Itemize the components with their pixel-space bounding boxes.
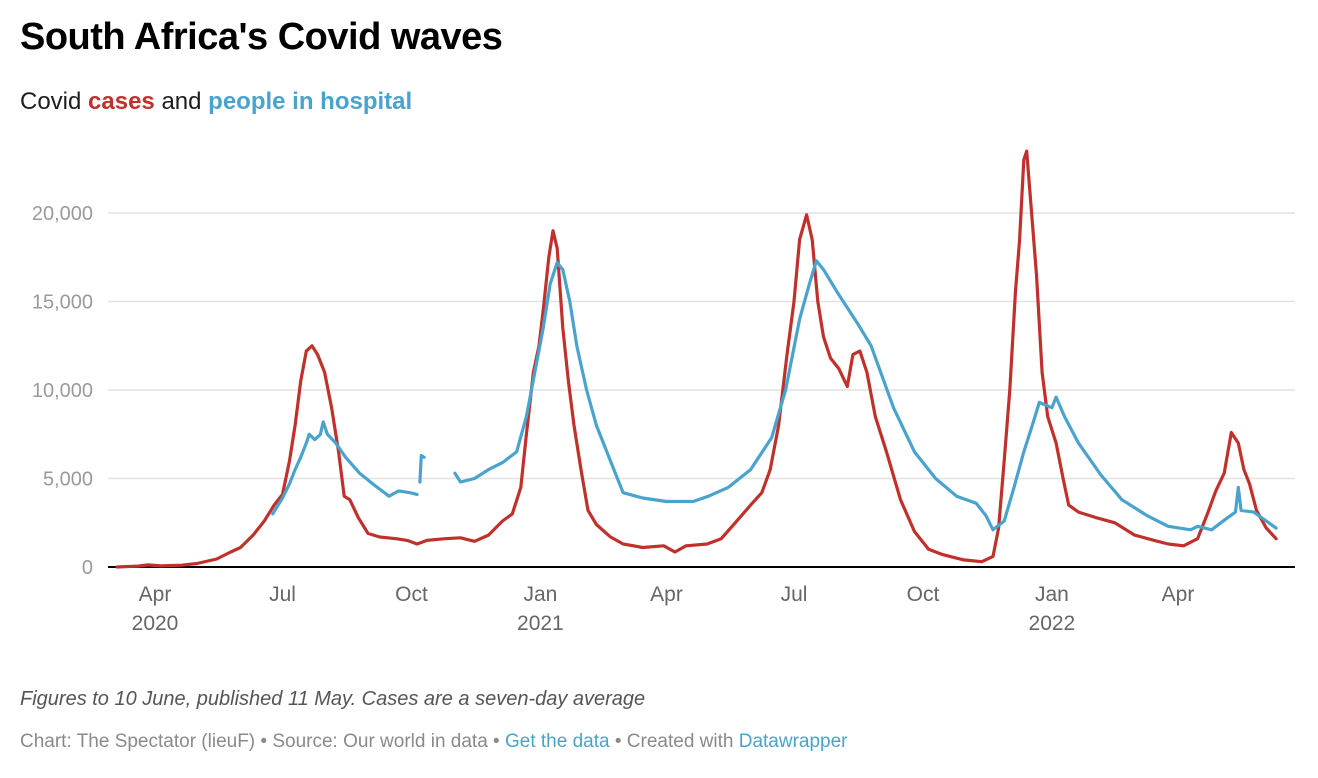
x-tick-label: Apr bbox=[650, 583, 683, 606]
series-line-people-in-hospital bbox=[271, 259, 1278, 532]
get-data-link[interactable]: Get the data bbox=[505, 731, 610, 752]
x-tick-label: Apr bbox=[1162, 583, 1195, 606]
credit-prefix: Chart: The Spectator (lieuF) • Source: O… bbox=[20, 731, 505, 752]
x-tick-year-label: 2022 bbox=[1029, 612, 1076, 635]
line-chart: 0 5,000 10,000 15,000 20,000 Apr 2020 Jul Oct Ja… bbox=[32, 149, 1295, 635]
chart-subtitle: Covid cases and people in hospital bbox=[20, 88, 412, 116]
x-tick-label: Jan bbox=[523, 583, 557, 606]
y-tick-label: 5,000 bbox=[43, 469, 93, 491]
chart-title: South Africa's Covid waves bbox=[20, 16, 503, 58]
x-tick-label: Jul bbox=[269, 583, 296, 606]
datawrapper-link[interactable]: Datawrapper bbox=[738, 731, 848, 752]
chart-note: Figures to 10 June, published 11 May. Ca… bbox=[20, 688, 646, 710]
gridlines bbox=[108, 212, 1295, 568]
legend-cases: cases bbox=[88, 88, 155, 115]
subtitle-and: and bbox=[154, 88, 209, 115]
x-tick-label: Jan bbox=[1035, 583, 1069, 606]
y-tick-label: 20,000 bbox=[32, 203, 93, 225]
x-tick-year-label: 2021 bbox=[517, 612, 564, 635]
x-tick-label: Oct bbox=[907, 583, 940, 606]
y-tick-label: 0 bbox=[82, 557, 93, 579]
y-tick-label: 10,000 bbox=[32, 380, 93, 402]
x-tick-label: Oct bbox=[395, 583, 428, 606]
y-axis: 0 5,000 10,000 15,000 20,000 bbox=[32, 203, 93, 579]
y-tick-label: 15,000 bbox=[32, 292, 93, 314]
x-tick-label: Jul bbox=[781, 583, 808, 606]
legend-hospital: people in hospital bbox=[208, 88, 413, 115]
chart-credits: Chart: The Spectator (lieuF) • Source: O… bbox=[20, 731, 848, 753]
x-tick-year-label: 2020 bbox=[132, 612, 179, 635]
x-tick-label: Apr bbox=[139, 583, 172, 606]
series-lines bbox=[115, 149, 1278, 569]
credit-mid: • Created with bbox=[609, 731, 739, 752]
subtitle-prefix: Covid bbox=[20, 88, 89, 115]
series-line-cases bbox=[115, 149, 1278, 569]
x-axis: Apr 2020 Jul Oct Jan 2021 Apr Jul Oct Jan 2022 Apr bbox=[132, 583, 1195, 635]
